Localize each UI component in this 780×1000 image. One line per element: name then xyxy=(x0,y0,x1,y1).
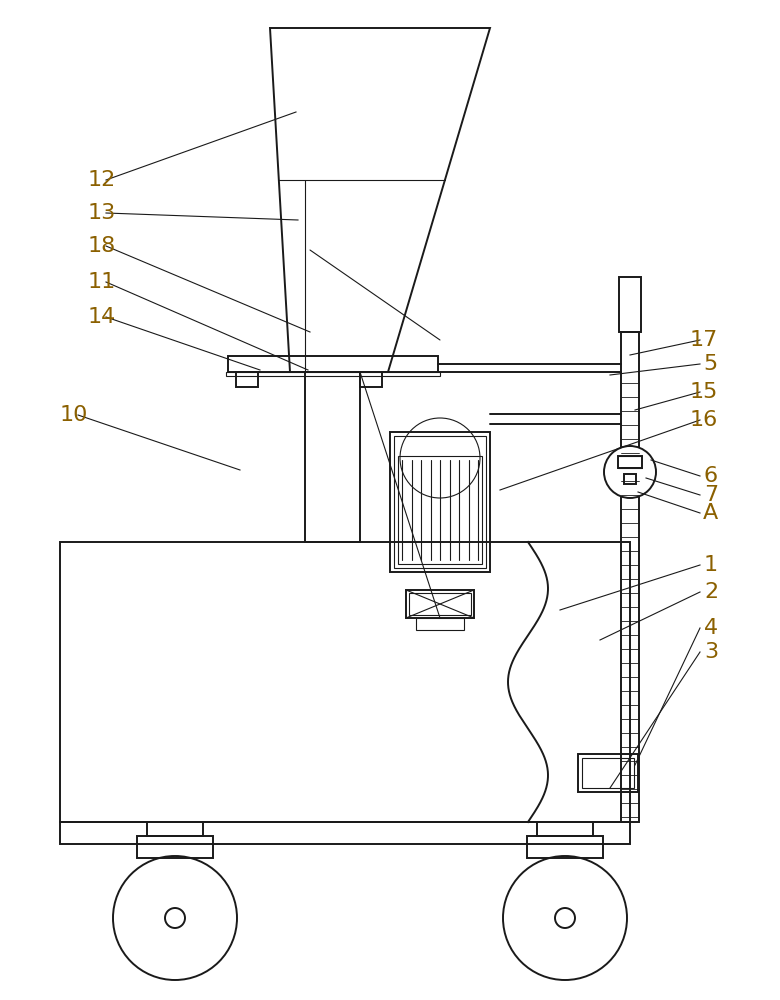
Bar xyxy=(147,822,203,836)
Text: 14: 14 xyxy=(88,307,116,327)
Bar xyxy=(406,590,474,618)
Bar xyxy=(394,436,486,568)
Text: 6: 6 xyxy=(704,466,718,486)
Bar xyxy=(398,456,482,564)
Bar xyxy=(621,332,639,822)
Text: 11: 11 xyxy=(88,272,116,292)
Bar xyxy=(416,618,464,630)
Text: 1: 1 xyxy=(704,555,718,575)
Bar xyxy=(228,356,438,372)
Bar xyxy=(619,277,641,332)
Bar xyxy=(582,758,634,788)
Text: 3: 3 xyxy=(704,642,718,662)
Text: 7: 7 xyxy=(704,485,718,505)
Bar xyxy=(305,372,360,542)
Bar xyxy=(409,593,471,615)
Text: 17: 17 xyxy=(690,330,718,350)
Bar xyxy=(578,754,638,792)
Text: 5: 5 xyxy=(704,354,718,374)
Bar xyxy=(137,836,213,858)
Text: 18: 18 xyxy=(88,236,116,256)
Bar xyxy=(537,822,593,836)
Bar xyxy=(390,432,490,572)
Circle shape xyxy=(604,446,656,498)
Text: 16: 16 xyxy=(690,410,718,430)
Text: 2: 2 xyxy=(704,582,718,602)
Text: 13: 13 xyxy=(88,203,116,223)
Text: 4: 4 xyxy=(704,618,718,638)
Text: A: A xyxy=(703,503,718,523)
Bar xyxy=(60,822,630,844)
Bar xyxy=(618,456,642,468)
Text: 15: 15 xyxy=(690,382,718,402)
Bar xyxy=(527,836,603,858)
Bar xyxy=(226,372,440,376)
Text: 12: 12 xyxy=(88,170,116,190)
Text: 10: 10 xyxy=(60,405,88,425)
Bar xyxy=(60,542,630,822)
Bar xyxy=(624,474,636,484)
Bar xyxy=(360,372,382,387)
Bar xyxy=(236,372,258,387)
